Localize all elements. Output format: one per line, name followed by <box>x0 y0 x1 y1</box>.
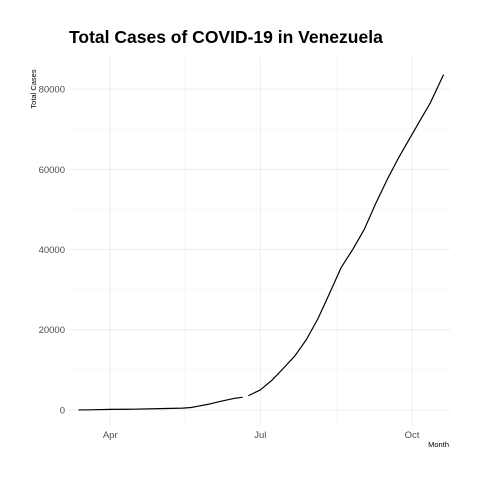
y-axis-title: Total Cases <box>29 69 38 108</box>
chart-title: Total Cases of COVID-19 in Venezuela <box>69 27 383 47</box>
x-tick-label: Oct <box>405 430 420 441</box>
y-tick-label: 60000 <box>39 165 65 176</box>
x-axis-title: Month <box>428 440 449 449</box>
y-tick-label: 20000 <box>39 325 65 336</box>
y-tick-labels: 0 20000 40000 60000 80000 <box>39 85 65 417</box>
x-tick-labels: Apr Jul Oct <box>103 430 420 441</box>
y-tick-label: 80000 <box>39 85 65 96</box>
series-line-total-cases <box>78 74 444 411</box>
x-tick-label: Apr <box>103 430 118 441</box>
y-tick-label: 40000 <box>39 245 65 256</box>
grid <box>69 57 450 426</box>
x-tick-label: Jul <box>254 430 266 441</box>
series-layer <box>78 74 444 411</box>
y-tick-label: 0 <box>60 405 65 416</box>
